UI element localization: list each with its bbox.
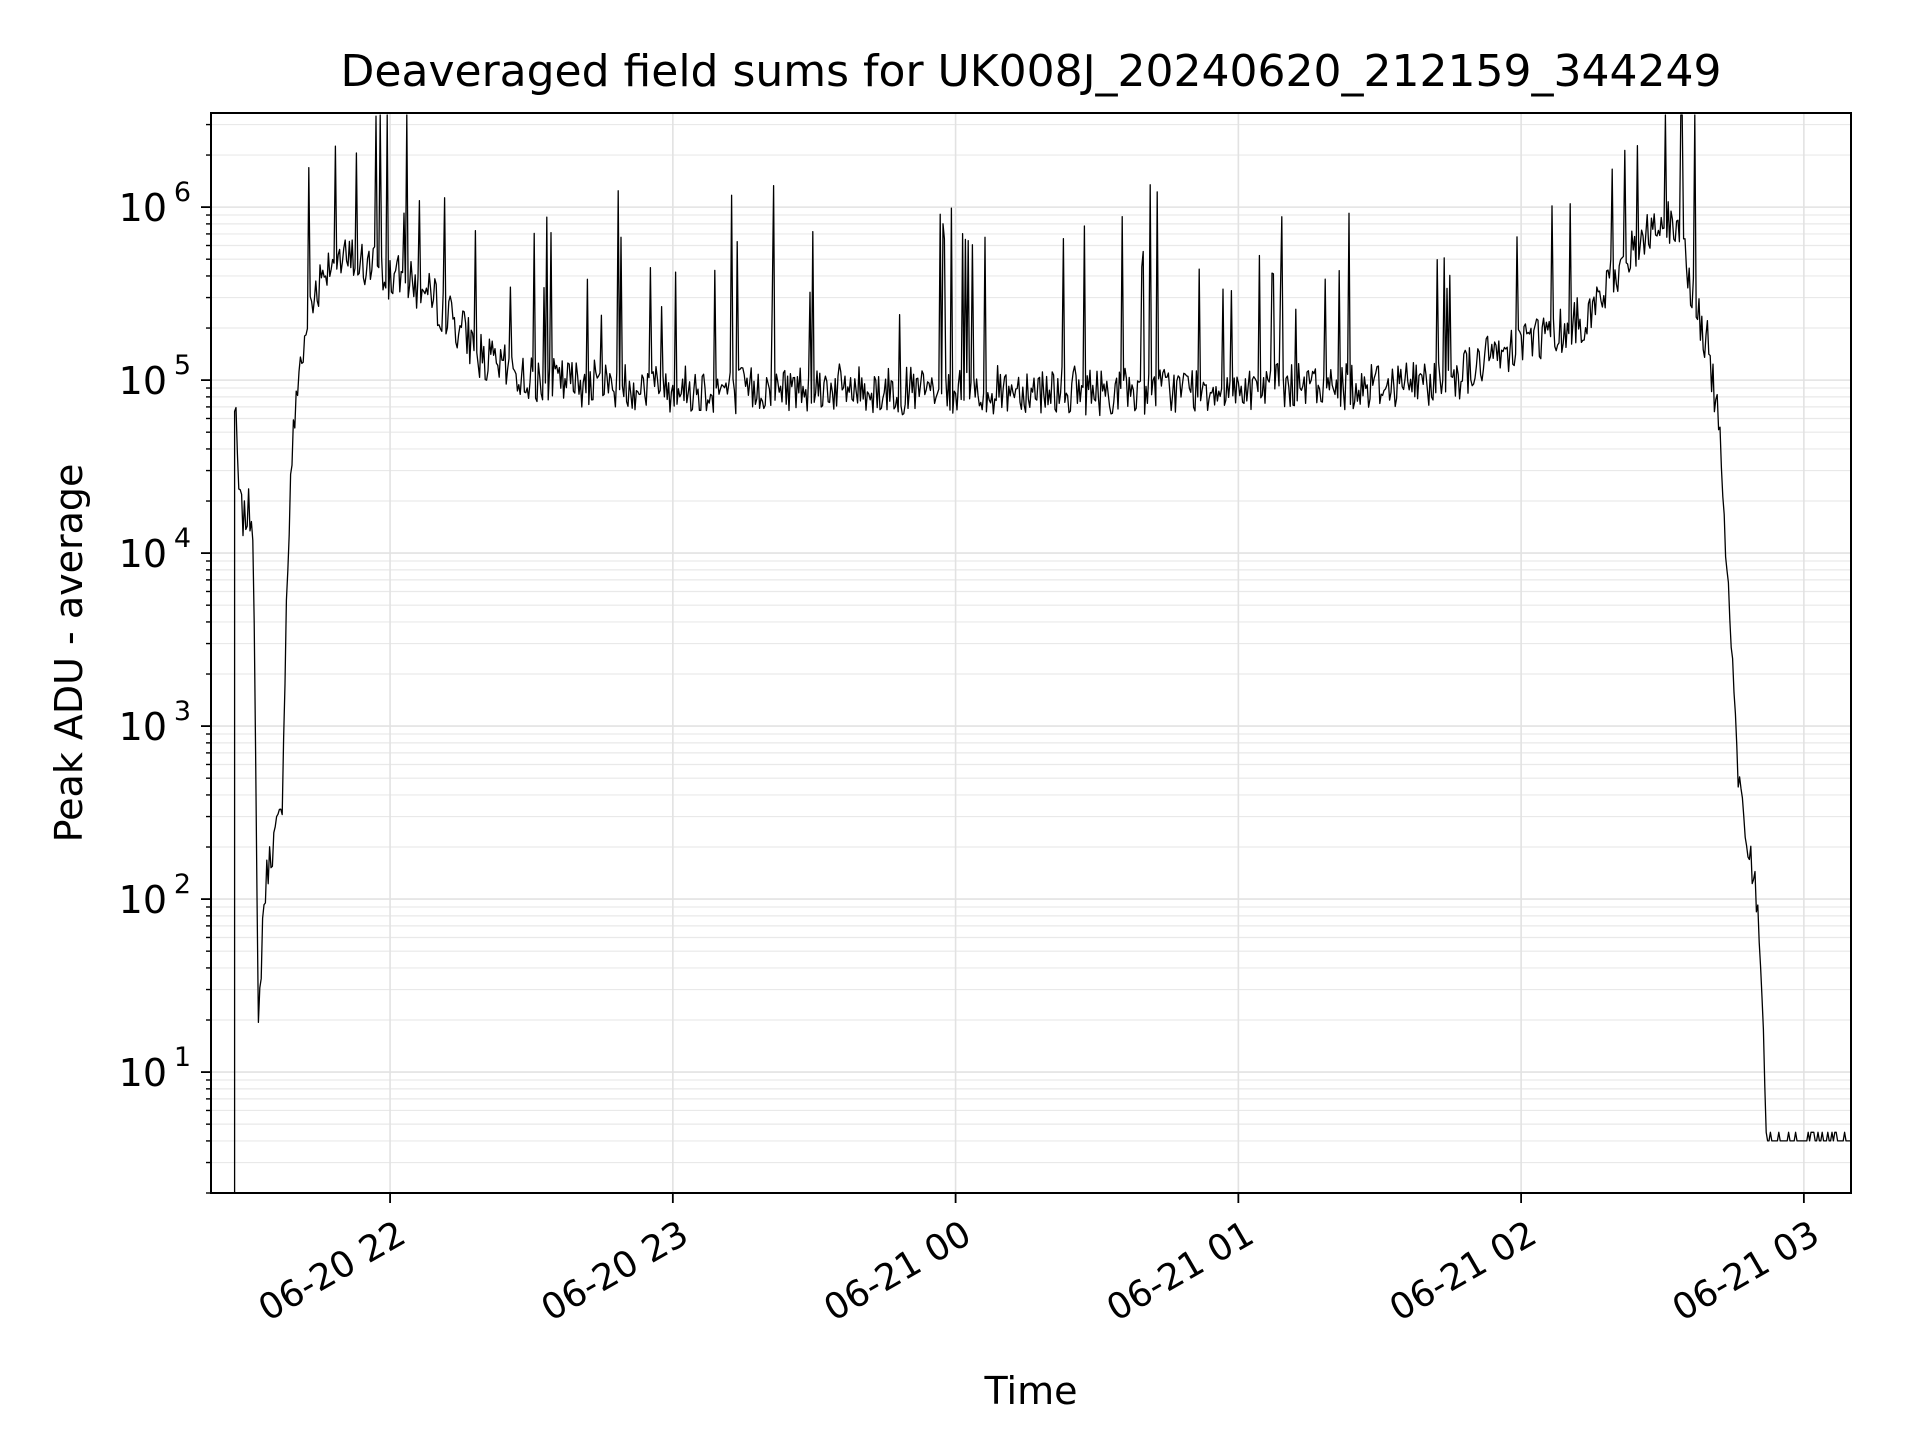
y-tick-label: 10 [119, 532, 167, 576]
y-tick-exponent: 5 [174, 350, 191, 381]
y-tick-exponent: 1 [174, 1042, 191, 1073]
series-layer [233, 114, 1851, 1193]
y-tick-label: 10 [119, 359, 167, 403]
x-tick-label: 06-20 22 [252, 1213, 413, 1329]
x-tick-label: 06-21 00 [817, 1213, 978, 1329]
chart-title: Deaveraged field sums for UK008J_2024062… [341, 46, 1722, 97]
y-tick-exponent: 6 [174, 177, 191, 208]
y-axis-label: Peak ADU - average [47, 464, 91, 843]
y-tick-label: 10 [119, 1051, 167, 1095]
plot-frame [210, 112, 1852, 1194]
plot-area [211, 113, 1851, 1193]
series-line [233, 114, 1851, 1193]
major-grid [211, 113, 1851, 1193]
x-axis-ticks: 06-20 22 06-20 23 06-21 00 06-21 01 06-21 02… [252, 1193, 1826, 1330]
y-tick-label: 10 [119, 878, 167, 922]
minor-grid [211, 123, 1851, 1194]
y-tick-exponent: 3 [174, 696, 191, 727]
x-axis-label: Time [984, 1369, 1078, 1413]
x-tick-label: 06-20 23 [535, 1213, 696, 1329]
x-tick-label: 06-21 03 [1666, 1213, 1827, 1329]
y-tick-exponent: 2 [174, 869, 191, 900]
y-tick-label: 10 [119, 186, 167, 230]
y-tick-label: 10 [119, 705, 167, 749]
y-tick-exponent: 4 [174, 523, 191, 554]
x-tick-label: 06-21 02 [1383, 1213, 1544, 1329]
x-tick-label: 06-21 01 [1100, 1213, 1261, 1329]
